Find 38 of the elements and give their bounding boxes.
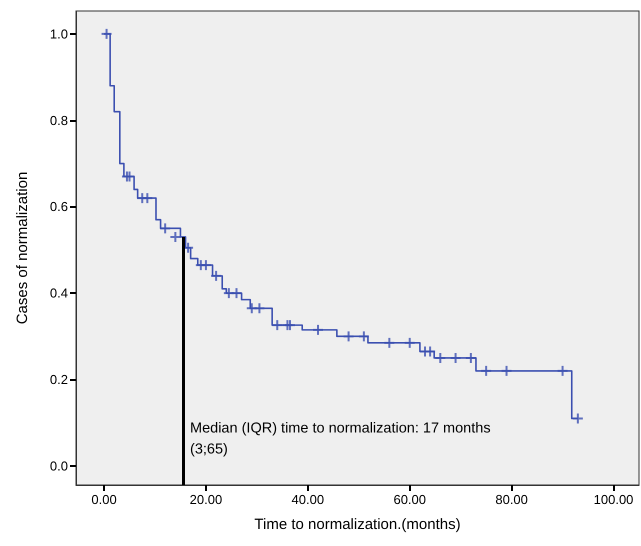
point bbox=[450, 352, 462, 364]
point bbox=[500, 364, 513, 377]
point bbox=[200, 259, 212, 272]
y-tick-label: 0.4 bbox=[50, 286, 68, 301]
point bbox=[141, 192, 154, 204]
point bbox=[464, 352, 477, 364]
y-tick-label: 0.0 bbox=[50, 458, 68, 474]
x-tick-label: 60.00 bbox=[393, 492, 426, 507]
point bbox=[169, 230, 182, 243]
y-tick-label: 0.6 bbox=[50, 199, 68, 214]
y-axis-title: Cases of normalization bbox=[14, 172, 31, 324]
point bbox=[271, 319, 284, 332]
y-tick-label: 1.0 bbox=[50, 26, 68, 42]
point bbox=[253, 302, 266, 314]
point bbox=[572, 412, 584, 424]
point bbox=[480, 364, 492, 377]
point bbox=[210, 270, 222, 282]
point bbox=[424, 345, 436, 358]
point bbox=[124, 170, 136, 182]
point bbox=[342, 330, 355, 342]
x-tick-label: 100.00 bbox=[594, 492, 634, 507]
x-tick-label: 0.00 bbox=[91, 492, 117, 507]
y-tick-label: 0.8 bbox=[50, 112, 68, 128]
point bbox=[404, 336, 416, 349]
x-tick-label: 40.00 bbox=[292, 492, 324, 507]
x-axis-title: Time to normalization.(months) bbox=[254, 516, 461, 533]
annotation: Median (IQR) time to normalization: 17 months (3;65) bbox=[190, 420, 491, 458]
point bbox=[358, 330, 370, 342]
x-tick-label: 80.00 bbox=[495, 492, 528, 507]
x-tick-label: 20.00 bbox=[190, 492, 222, 507]
y-tick-label: 0.2 bbox=[50, 372, 68, 388]
point bbox=[383, 336, 396, 349]
point bbox=[312, 324, 324, 336]
point bbox=[434, 352, 446, 364]
point bbox=[230, 287, 242, 300]
point bbox=[159, 222, 172, 234]
point bbox=[284, 319, 296, 332]
point bbox=[556, 364, 569, 377]
